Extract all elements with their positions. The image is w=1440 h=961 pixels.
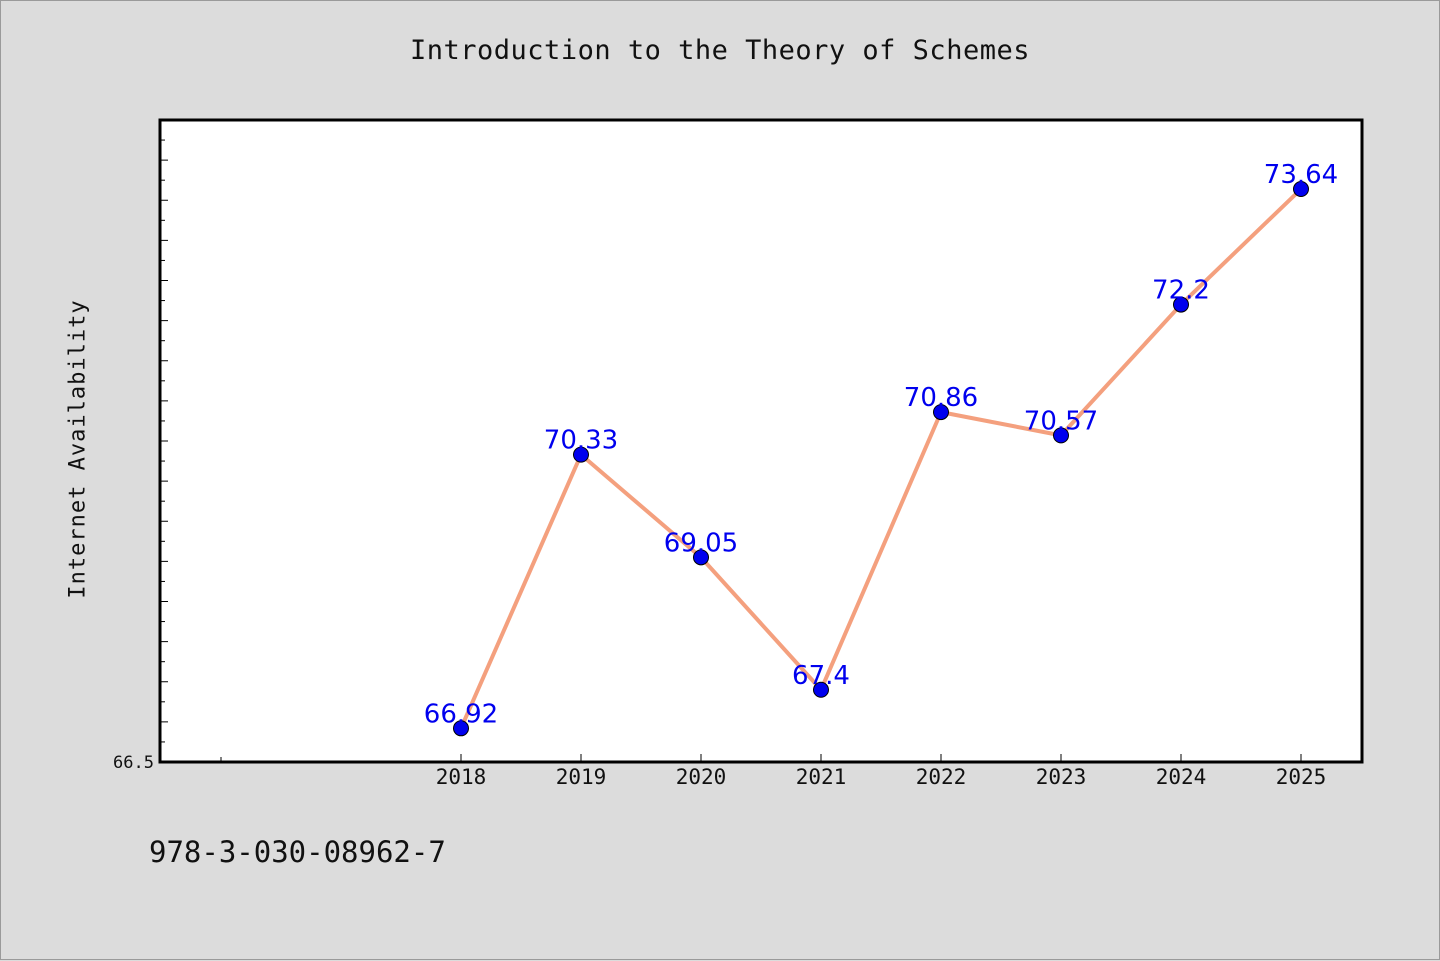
data-point [573, 446, 589, 463]
data-label: 67.4 [792, 661, 850, 691]
data-point [933, 404, 949, 421]
data-point [813, 681, 829, 698]
data-point [1173, 296, 1189, 313]
y-tick-label: 66.5 [113, 753, 154, 773]
data-label: 66.92 [424, 699, 498, 729]
data-point [1293, 181, 1309, 198]
x-tick-label: 2019 [556, 765, 607, 789]
x-tick-label: 2020 [676, 765, 727, 789]
isbn-text: 978-3-030-08962-7 [149, 835, 446, 869]
chart-title: Introduction to the Theory of Schemes [410, 35, 1030, 66]
x-tick-label: 2021 [796, 765, 847, 789]
data-point [1053, 427, 1069, 444]
x-tick-label: 2024 [1156, 765, 1207, 789]
x-tick-label: 2018 [436, 765, 487, 789]
x-tick-label: 2025 [1276, 765, 1327, 789]
x-tick-label: 2023 [1036, 765, 1087, 789]
data-point [453, 720, 469, 737]
data-label: 69.05 [664, 528, 738, 558]
series-line [459, 187, 1303, 730]
data-point [693, 549, 709, 566]
x-tick-label: 2022 [916, 765, 967, 789]
data-label: 73.64 [1264, 160, 1338, 190]
data-label: 70.33 [544, 426, 618, 456]
plot-area [158, 118, 1364, 764]
data-label: 70.86 [904, 383, 978, 413]
data-label: 72.2 [1152, 276, 1210, 306]
data-label: 70.57 [1024, 406, 1098, 436]
